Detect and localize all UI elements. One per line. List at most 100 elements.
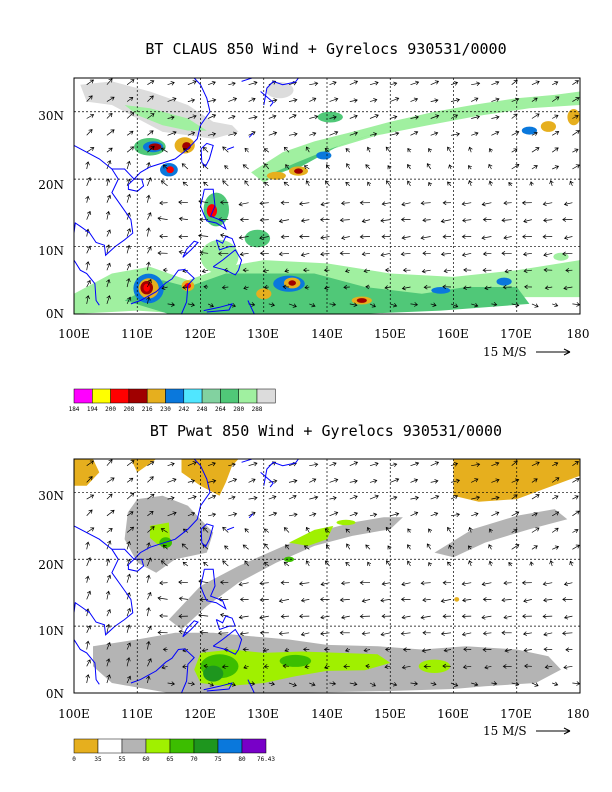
wind-vector: [420, 580, 431, 586]
lon-label: 140E: [311, 327, 343, 341]
wind-vector: [384, 664, 391, 669]
cloud-region: [244, 229, 271, 248]
wind-vector: [345, 268, 350, 273]
coastline: [200, 142, 214, 168]
wind-vector: [178, 249, 188, 255]
wind-vector: [442, 663, 452, 669]
map-frame: [73, 77, 581, 315]
wind-vector: [531, 494, 540, 500]
wind-vector: [126, 540, 131, 550]
wind-vector: [450, 512, 461, 518]
wind-vector: [203, 561, 209, 567]
wind-vector: [531, 461, 540, 467]
cloud-region: [288, 280, 297, 286]
wind-vector: [447, 526, 452, 533]
wind-vector: [187, 479, 196, 484]
wind-vector: [531, 478, 538, 483]
wind-vector: [243, 285, 249, 290]
wind-vector: [410, 302, 419, 307]
wind-vector: [126, 262, 132, 271]
wind-vector: [228, 97, 238, 102]
wind-vector: [280, 234, 290, 240]
wind-vector: [521, 200, 532, 206]
wind-vector: [126, 277, 131, 288]
wind-vector: [443, 647, 452, 653]
coastline: [200, 523, 214, 548]
wind-vector: [430, 512, 439, 517]
wind-vector: [511, 148, 518, 153]
wind-vector: [531, 131, 538, 136]
wind-vector: [86, 113, 95, 119]
wind-vector: [531, 113, 540, 119]
wind-vector: [161, 285, 168, 291]
wind-vector: [329, 81, 337, 86]
wind-vector: [471, 302, 479, 308]
wind-vector: [239, 217, 249, 222]
wind-vector: [298, 201, 310, 206]
cloud-region: [294, 168, 303, 174]
wind-vector: [329, 511, 339, 517]
wind-vector: [106, 147, 113, 153]
wind-vector: [551, 147, 559, 153]
wind-vector: [400, 597, 411, 602]
reference-arrow-head: [563, 727, 571, 735]
wind-vector: [345, 528, 351, 533]
wind-vector: [259, 217, 269, 223]
wind-vector: [242, 267, 249, 273]
wind-vector: [423, 284, 431, 290]
wind-vector: [126, 112, 135, 119]
wind-vector: [268, 681, 276, 686]
wind-vector: [106, 262, 111, 271]
wind-vector: [381, 581, 391, 586]
wind-vector: [544, 664, 553, 670]
wind-vector: [380, 598, 391, 603]
wind-vector: [349, 461, 359, 467]
wind-vector: [440, 631, 452, 636]
coastline: [212, 249, 243, 276]
colorbar-swatch: [238, 388, 258, 404]
coastline: [247, 679, 255, 693]
wind-vector: [549, 179, 554, 186]
wind-vector: [222, 180, 229, 187]
wind-vector: [159, 613, 168, 619]
wind-vector: [488, 148, 493, 153]
wind-vector: [345, 148, 351, 153]
wind-vector: [482, 217, 492, 222]
wind-vector: [147, 95, 154, 102]
colorbar-label: 184: [69, 406, 80, 413]
wind-vector: [147, 461, 155, 466]
wind-vector: [468, 180, 473, 187]
wind-vector: [320, 235, 330, 240]
wind-vector: [407, 528, 412, 533]
cloud-region: [143, 283, 150, 292]
wind-vector: [481, 615, 492, 620]
wind-vector: [162, 164, 168, 170]
wind-vector: [426, 163, 431, 170]
wind-vector: [147, 80, 155, 85]
wind-vector: [390, 302, 398, 308]
lon-label: 160E: [437, 327, 469, 341]
colorbar-label: 0: [72, 756, 76, 763]
wind-vector: [178, 596, 188, 601]
wind-vector: [263, 664, 269, 669]
wind-vector: [217, 251, 229, 256]
wind-vector: [491, 681, 498, 686]
lon-labels: 100E 110E 120E 130E 140E 150E 160E 170E …: [58, 707, 589, 721]
wind-vector: [572, 148, 579, 153]
wind-vector: [430, 80, 440, 86]
wind-vector: [407, 163, 411, 170]
pwat-region: [454, 597, 460, 602]
wind-vector: [551, 477, 560, 483]
wind-vector: [381, 201, 391, 206]
lon-label: 180: [567, 707, 590, 721]
wind-vector: [187, 80, 197, 86]
lat-labels: 30N 20N 10N 0N: [38, 109, 64, 321]
wind-vector: [85, 575, 90, 583]
wind-vector: [543, 631, 553, 637]
wind-vector: [551, 96, 560, 102]
wind-vector: [262, 268, 269, 274]
wind-vector: [402, 647, 411, 652]
wind-vector: [159, 234, 168, 239]
coastline: [74, 639, 100, 685]
wind-vector: [361, 251, 371, 257]
